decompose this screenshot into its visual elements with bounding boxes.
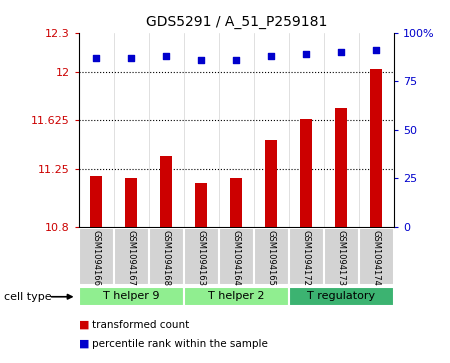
Text: ■: ■ [79, 320, 89, 330]
Bar [195, 183, 207, 227]
Text: ■: ■ [79, 339, 89, 349]
Text: GSM1094173: GSM1094173 [337, 231, 346, 286]
Bar [335, 108, 347, 227]
Text: transformed count: transformed count [92, 320, 189, 330]
Bar [324, 228, 359, 285]
Point [162, 53, 170, 59]
Bar [254, 228, 289, 285]
Text: GSM1094167: GSM1094167 [127, 231, 136, 286]
Point [198, 57, 205, 63]
Bar [149, 228, 184, 285]
Text: GSM1094168: GSM1094168 [162, 231, 171, 286]
Point [233, 57, 240, 63]
Bar [114, 228, 149, 285]
Bar [370, 69, 382, 227]
Text: GSM1094172: GSM1094172 [302, 231, 311, 286]
Text: GSM1094165: GSM1094165 [267, 231, 276, 286]
Point [373, 47, 380, 53]
Bar [79, 287, 184, 306]
Bar [184, 228, 219, 285]
Bar [90, 176, 103, 227]
Bar [219, 228, 254, 285]
Text: GSM1094174: GSM1094174 [372, 231, 381, 286]
Bar [79, 228, 114, 285]
Text: GSM1094166: GSM1094166 [92, 231, 101, 286]
Bar [265, 140, 277, 227]
Text: GSM1094164: GSM1094164 [232, 231, 241, 286]
Bar [160, 156, 172, 227]
Point [93, 55, 100, 61]
Point [128, 55, 135, 61]
Bar [184, 287, 289, 306]
Bar [289, 228, 324, 285]
Bar [359, 228, 394, 285]
Text: percentile rank within the sample: percentile rank within the sample [92, 339, 268, 349]
Point [338, 49, 345, 55]
Bar [125, 178, 137, 227]
Bar [300, 119, 312, 227]
Point [303, 51, 310, 57]
Text: T helper 2: T helper 2 [208, 291, 265, 301]
Text: T regulatory: T regulatory [307, 291, 375, 301]
Text: cell type: cell type [4, 292, 52, 302]
Bar [230, 178, 243, 227]
Text: T helper 9: T helper 9 [103, 291, 159, 301]
Text: GSM1094163: GSM1094163 [197, 231, 206, 286]
Bar [289, 287, 394, 306]
Point [268, 53, 275, 59]
Title: GDS5291 / A_51_P259181: GDS5291 / A_51_P259181 [145, 15, 327, 29]
